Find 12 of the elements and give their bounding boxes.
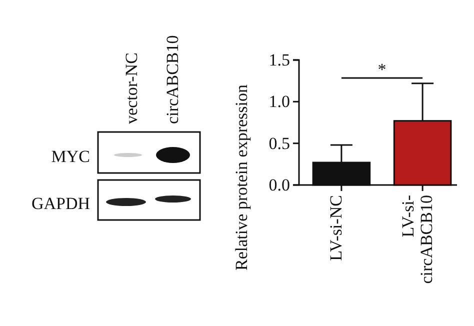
text: GAPDH <box>31 194 90 213</box>
annotation: * <box>378 60 386 79</box>
text: vector-NC <box>122 52 141 124</box>
y-tick-label: 1.0 <box>268 92 290 112</box>
x-tick-label: LV-si- circABCB10 <box>398 194 436 284</box>
x-tick-label: LV-si-NC <box>326 195 346 261</box>
y-tick-label: 1.5 <box>268 50 290 70</box>
y-tick-label: 0.5 <box>268 134 290 153</box>
text: MYC <box>51 147 90 166</box>
text: circABCB10 <box>162 35 182 124</box>
y-tick-label: 0.0 <box>268 175 290 194</box>
y-axis-title: Relative protein expression <box>232 84 251 271</box>
